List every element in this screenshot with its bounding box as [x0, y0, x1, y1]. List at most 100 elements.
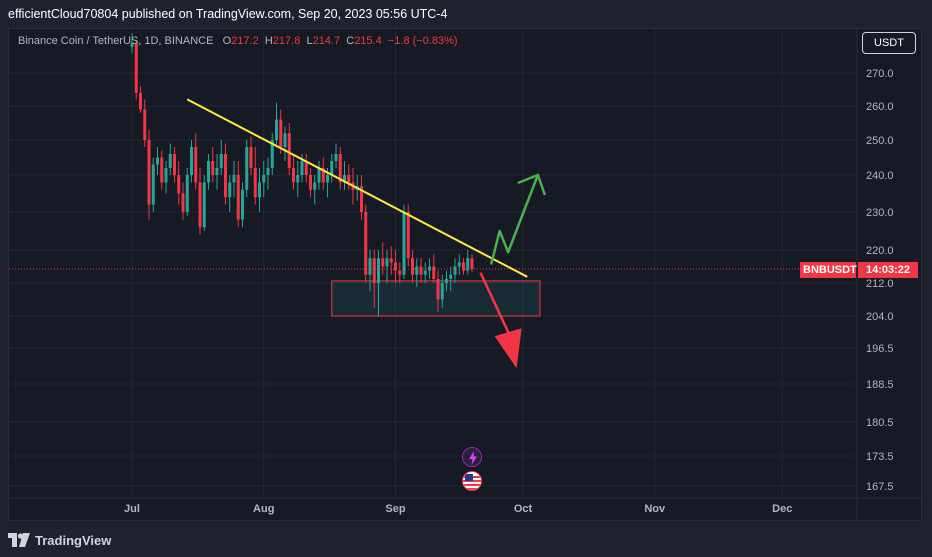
candle-body [253, 168, 257, 198]
y-tick-label: 250.0 [866, 135, 894, 147]
candle-body [394, 262, 397, 271]
candle-body [309, 175, 312, 190]
candle-body [449, 274, 453, 279]
candle-body [173, 154, 176, 175]
candle-body [151, 164, 155, 205]
candle-body [134, 43, 138, 93]
y-tick-label: 173.5 [866, 451, 894, 463]
legend-high: 217.8 [272, 35, 301, 47]
tradingview-logo[interactable]: TradingView [8, 531, 111, 549]
y-tick-label: 204.0 [866, 311, 894, 323]
candle-body [194, 147, 198, 183]
support-zone [331, 280, 541, 317]
x-tick-label: Nov [644, 503, 666, 515]
candle-body [411, 258, 414, 275]
candle-body [156, 157, 159, 165]
legend-c-label: C [346, 35, 355, 47]
candle-body [415, 266, 419, 275]
published-by-text: efficientCloud70804 published on Trading… [8, 7, 448, 21]
brand-name: TradingView [35, 532, 112, 548]
candle-body [377, 258, 380, 283]
candle-body [385, 258, 389, 267]
candle-body [423, 270, 427, 275]
chart-frame[interactable] [8, 28, 922, 521]
candle-body [245, 147, 249, 190]
legend-symbol: Binance Coin / TetherUS, 1D, BINANCE [18, 35, 214, 47]
candle-body [321, 168, 325, 183]
candle-body [457, 262, 461, 267]
candle-body [262, 175, 266, 183]
candle-body [360, 186, 363, 212]
candle-body [168, 154, 172, 168]
candle-body [364, 212, 368, 275]
candle-body [432, 266, 436, 279]
candle-body [436, 278, 440, 300]
trendline [186, 98, 528, 278]
candle-body [241, 189, 244, 220]
legend-change: −1.8 (−0.83%) [387, 35, 458, 47]
candle-body [466, 258, 470, 271]
candle-body [300, 161, 304, 175]
lightning-icon[interactable] [462, 447, 482, 467]
candle-body [445, 278, 448, 283]
candle-body [143, 109, 147, 140]
y-tick-label: 212.0 [866, 278, 894, 290]
y-tick-label: 167.5 [866, 481, 894, 493]
candle-body [266, 168, 270, 175]
candle-body [232, 175, 236, 183]
candle-body [164, 168, 168, 183]
candle-body [207, 161, 210, 183]
candle-body [219, 154, 223, 168]
candle-body [202, 182, 206, 228]
candle-body [440, 283, 444, 300]
candle-body [190, 147, 193, 175]
candle-body [292, 168, 295, 183]
candle-body [326, 175, 329, 183]
x-tick-label: Jul [124, 503, 140, 515]
candle-body [406, 212, 410, 259]
legend-low: 214.7 [312, 35, 341, 47]
candle-body [334, 154, 338, 161]
time-axis: Jul Aug Sep Oct Nov Dec [9, 497, 921, 515]
candle-body [139, 92, 142, 110]
candle-body [211, 161, 215, 175]
candle-body [338, 154, 342, 183]
candle-body [279, 119, 283, 147]
bullish-arrow [489, 174, 540, 265]
candle-body [462, 262, 465, 271]
legend-h-label: H [264, 35, 273, 47]
candle-body [236, 175, 240, 220]
candle-body [402, 212, 406, 275]
candle-body [224, 154, 227, 198]
candle-body [287, 133, 291, 168]
us-flag-icon[interactable] [462, 471, 482, 491]
y-tick-label: 240.0 [866, 170, 894, 182]
candle-body [177, 175, 181, 194]
candle-body [215, 168, 219, 175]
candle-body [181, 193, 185, 212]
symbol-legend: Binance Coin / TetherUS, 1D, BINANCE O21… [18, 35, 458, 47]
y-tick-label: 230.0 [866, 207, 894, 219]
candle-body [347, 175, 351, 183]
currency-button[interactable]: USDT [862, 32, 916, 54]
candle-body [147, 140, 151, 205]
y-tick-label: 180.5 [866, 417, 894, 429]
x-tick-label: Sep [385, 503, 405, 515]
candle-body [470, 258, 474, 269]
candle-body [130, 43, 134, 47]
legend-close: 215.4 [354, 35, 382, 47]
price-axis: 270.0 260.0 250.0 240.0 230.0 220.0 212.0 204.0… [856, 29, 894, 520]
candle-body [228, 182, 232, 198]
candle-body [389, 258, 393, 263]
legend-open: 217.2 [231, 35, 259, 47]
bullish-arrow-head [517, 173, 547, 196]
candle-body [317, 168, 321, 183]
candle-body [419, 266, 423, 275]
candle-body [258, 182, 261, 198]
candle-body [249, 147, 253, 168]
support-zone-box [331, 280, 541, 317]
tradingview-logo-icon [8, 533, 30, 547]
candle-body [398, 270, 402, 275]
x-tick-label: Oct [514, 503, 533, 515]
